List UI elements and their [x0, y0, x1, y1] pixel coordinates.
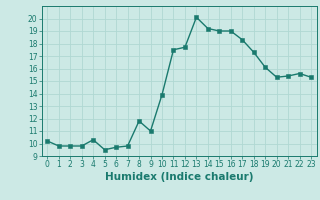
X-axis label: Humidex (Indice chaleur): Humidex (Indice chaleur)	[105, 172, 253, 182]
